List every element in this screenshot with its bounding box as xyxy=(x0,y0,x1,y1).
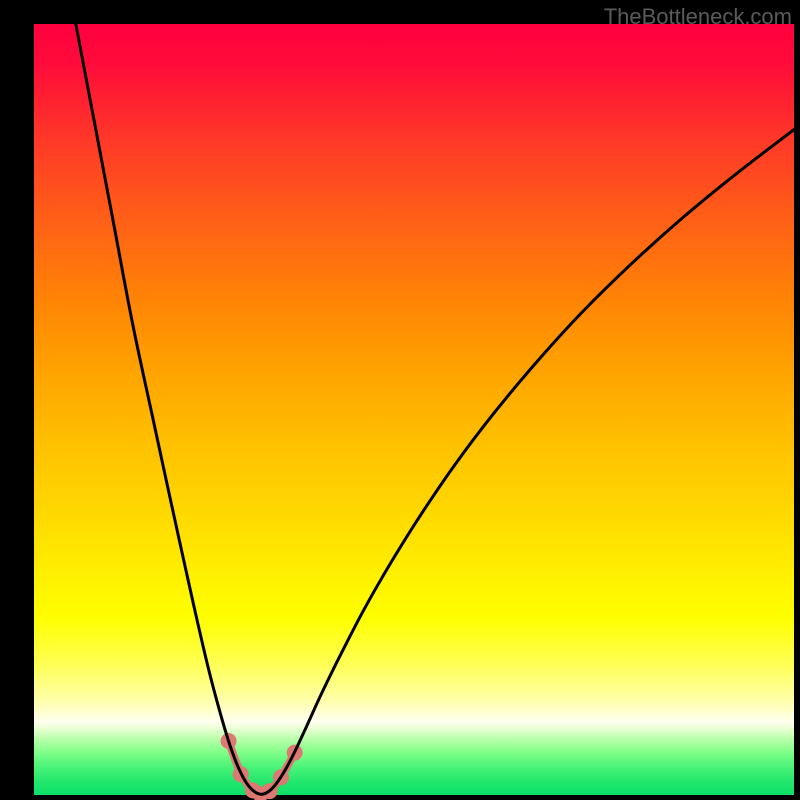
watermark-text: TheBottleneck.com xyxy=(604,4,792,30)
main-curve xyxy=(76,24,794,794)
curve-layer xyxy=(34,24,794,795)
chart-container: TheBottleneck.com xyxy=(0,0,800,800)
plot-area xyxy=(34,24,794,795)
